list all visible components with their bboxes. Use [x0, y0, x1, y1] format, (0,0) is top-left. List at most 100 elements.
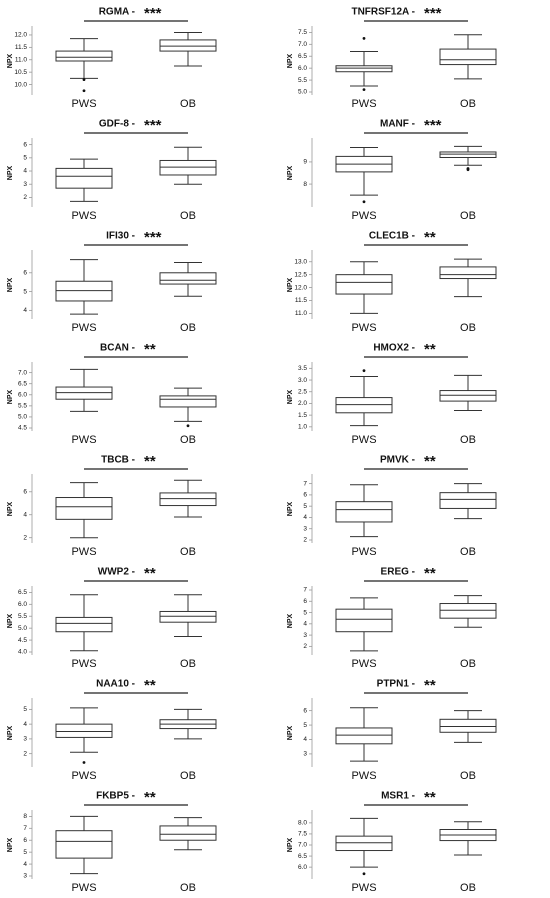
x-tick-label: OB: [180, 434, 196, 446]
y-tick-label: 12.0: [294, 284, 307, 291]
x-tick-label: PWS: [351, 98, 376, 110]
y-tick-label: 2.5: [298, 388, 307, 395]
box: [439, 151, 497, 158]
y-tick-label: 5: [23, 849, 27, 856]
y-tick-label: 4: [23, 721, 27, 728]
y-tick-label: 5.0: [298, 89, 307, 96]
outlier: [362, 200, 366, 204]
y-axis-label: NPX: [287, 501, 294, 516]
y-tick-label: 8: [303, 181, 307, 188]
panel-title: NAA10 -: [96, 679, 135, 690]
y-tick-label: 6.0: [18, 601, 27, 608]
significance: ***: [144, 5, 162, 22]
y-axis-label: NPX: [7, 53, 14, 68]
y-tick-label: 6: [303, 598, 307, 605]
x-tick-label: PWS: [71, 658, 96, 670]
box: [439, 718, 497, 733]
box: [335, 835, 393, 852]
y-tick-label: 6.0: [298, 65, 307, 72]
y-tick-label: 6: [23, 488, 27, 495]
significance: **: [144, 789, 156, 806]
x-tick-label: PWS: [351, 770, 376, 782]
panel-title: PMVK -: [380, 455, 415, 466]
y-axis-label: NPX: [287, 837, 294, 852]
panel-title: WWP2 -: [98, 567, 135, 578]
y-tick-label: 5.5: [18, 403, 27, 410]
y-tick-label: 3.0: [298, 377, 307, 384]
y-tick-label: 7.0: [18, 369, 27, 376]
x-tick-label: PWS: [351, 434, 376, 446]
y-tick-label: 7.5: [298, 831, 307, 838]
box: [55, 830, 113, 859]
y-tick-label: 11.0: [295, 310, 308, 317]
box: [439, 390, 497, 402]
outlier: [362, 88, 366, 92]
y-tick-label: 11.0: [15, 56, 28, 63]
y-axis-label: NPX: [7, 277, 14, 292]
y-axis-label: NPX: [7, 389, 14, 404]
y-tick-label: 1.5: [298, 412, 307, 419]
y-tick-label: 6: [23, 270, 27, 277]
x-tick-label: OB: [180, 770, 196, 782]
x-tick-label: OB: [180, 546, 196, 558]
y-axis-label: NPX: [287, 165, 294, 180]
outlier: [186, 424, 190, 428]
y-tick-label: 4: [23, 168, 27, 175]
y-axis-label: NPX: [7, 501, 14, 516]
box: [159, 492, 217, 507]
y-tick-label: 7: [23, 825, 27, 832]
panel-title: PTPN1 -: [377, 679, 415, 690]
significance: ***: [424, 117, 442, 134]
y-tick-label: 8.0: [298, 820, 307, 827]
x-tick-label: PWS: [71, 434, 96, 446]
box: [439, 266, 497, 280]
y-tick-label: 6.5: [18, 380, 27, 387]
panel-title: FKBP5 -: [96, 791, 135, 802]
y-tick-label: 3: [23, 873, 27, 880]
y-tick-label: 1.0: [298, 424, 307, 431]
x-tick-label: PWS: [71, 322, 96, 334]
y-tick-label: 2: [23, 750, 27, 757]
x-tick-label: OB: [460, 98, 476, 110]
y-tick-label: 5: [303, 722, 307, 729]
y-tick-label: 3: [303, 525, 307, 532]
x-tick-label: OB: [460, 210, 476, 222]
y-tick-label: 5: [23, 706, 27, 713]
y-tick-label: 6.0: [298, 864, 307, 871]
significance: **: [424, 677, 436, 694]
y-tick-label: 4: [303, 736, 307, 743]
y-tick-label: 4: [303, 621, 307, 628]
outlier: [362, 369, 366, 373]
y-tick-label: 11.5: [295, 297, 308, 304]
significance: **: [144, 677, 156, 694]
y-tick-label: 2.0: [298, 400, 307, 407]
box: [335, 65, 393, 73]
y-tick-label: 3.5: [298, 365, 307, 372]
y-tick-label: 5.5: [18, 613, 27, 620]
y-tick-label: 4: [303, 514, 307, 521]
y-tick-label: 6: [23, 837, 27, 844]
box: [439, 48, 497, 66]
y-tick-label: 6.5: [18, 589, 27, 596]
y-axis-label: NPX: [287, 613, 294, 628]
y-tick-label: 5.0: [18, 625, 27, 632]
box: [55, 497, 113, 520]
box: [55, 167, 113, 189]
box: [335, 274, 393, 295]
y-tick-label: 5.5: [298, 77, 307, 84]
y-tick-label: 7: [303, 587, 307, 594]
y-tick-label: 12.0: [14, 32, 27, 39]
box: [55, 616, 113, 633]
box: [439, 492, 497, 509]
outlier: [362, 872, 366, 876]
x-tick-label: PWS: [351, 322, 376, 334]
panel-title: CLEC1B -: [369, 231, 415, 242]
significance: **: [144, 565, 156, 582]
y-tick-label: 5.0: [18, 414, 27, 421]
x-tick-label: PWS: [351, 546, 376, 558]
outlier: [82, 761, 86, 764]
x-tick-label: PWS: [71, 98, 96, 110]
panel-title: TNFRSF12A -: [351, 7, 415, 18]
x-tick-label: PWS: [351, 882, 376, 894]
